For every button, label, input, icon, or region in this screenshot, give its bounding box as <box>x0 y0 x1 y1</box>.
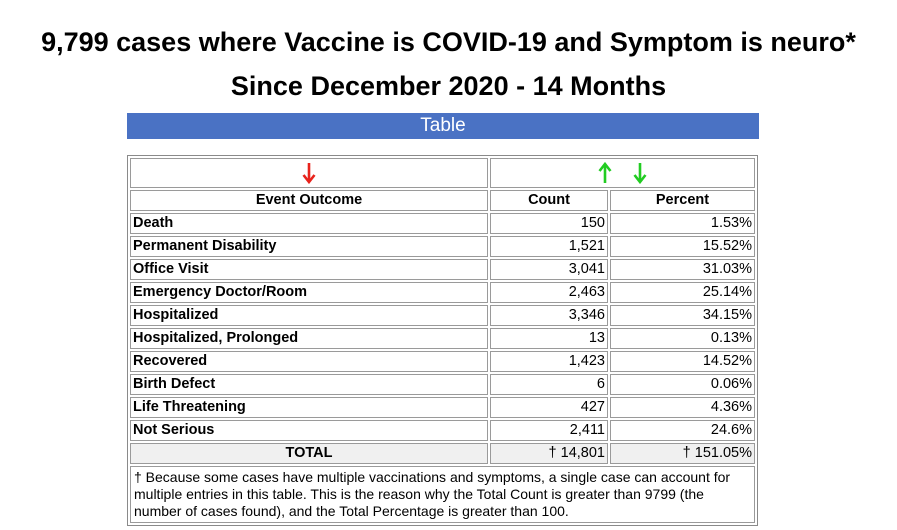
page-title: 9,799 cases where Vaccine is COVID-19 an… <box>41 27 856 57</box>
outcome-cell: Recovered <box>130 351 488 372</box>
percent-cell: 31.03% <box>610 259 755 280</box>
count-cell: 1,521 <box>490 236 608 257</box>
table-row: Hospitalized 3,346 34.15% <box>130 305 755 326</box>
count-cell: 13 <box>490 328 608 349</box>
outcome-cell: Hospitalized, Prolonged <box>130 328 488 349</box>
count-sort-cell <box>490 158 755 188</box>
outcome-cell: Emergency Doctor/Room <box>130 282 488 303</box>
table-row: Birth Defect 6 0.06% <box>130 374 755 395</box>
header-row: Event Outcome Count Percent <box>130 190 755 211</box>
count-cell: 2,411 <box>490 420 608 441</box>
percent-cell: 0.06% <box>610 374 755 395</box>
header-percent[interactable]: Percent <box>610 190 755 211</box>
outcome-cell: Life Threatening <box>130 397 488 418</box>
sort-up-green-icon[interactable] <box>598 162 612 184</box>
outcome-cell: Not Serious <box>130 420 488 441</box>
table-row: Hospitalized, Prolonged 13 0.13% <box>130 328 755 349</box>
sort-row <box>130 158 755 188</box>
outcome-cell: Death <box>130 213 488 234</box>
percent-cell: 1.53% <box>610 213 755 234</box>
table-banner: Table <box>127 113 759 139</box>
percent-cell: 25.14% <box>610 282 755 303</box>
percent-cell: 24.6% <box>610 420 755 441</box>
sort-down-red-icon[interactable] <box>302 162 316 184</box>
page-subtitle: Since December 2020 - 14 Months <box>230 71 667 101</box>
total-count: † 14,801 <box>490 443 608 464</box>
total-row: TOTAL † 14,801 † 151.05% <box>130 443 755 464</box>
count-cell: 3,346 <box>490 305 608 326</box>
count-cell: 3,041 <box>490 259 608 280</box>
percent-cell: 34.15% <box>610 305 755 326</box>
count-cell: 1,423 <box>490 351 608 372</box>
count-cell: 2,463 <box>490 282 608 303</box>
total-label: TOTAL <box>130 443 488 464</box>
event-outcome-table: Event Outcome Count Percent Death 150 1.… <box>127 155 758 526</box>
table-row: Office Visit 3,041 31.03% <box>130 259 755 280</box>
percent-cell: 4.36% <box>610 397 755 418</box>
table-row: Recovered 1,423 14.52% <box>130 351 755 372</box>
table-row: Death 150 1.53% <box>130 213 755 234</box>
count-cell: 6 <box>490 374 608 395</box>
outcome-cell: Permanent Disability <box>130 236 488 257</box>
sort-down-green-icon[interactable] <box>633 162 647 184</box>
percent-cell: 14.52% <box>610 351 755 372</box>
header-count[interactable]: Count <box>490 190 608 211</box>
outcome-cell: Hospitalized <box>130 305 488 326</box>
outcome-cell: Birth Defect <box>130 374 488 395</box>
outcome-sort-cell <box>130 158 488 188</box>
total-percent: † 151.05% <box>610 443 755 464</box>
footnote: † Because some cases have multiple vacci… <box>130 466 755 523</box>
percent-cell: 0.13% <box>610 328 755 349</box>
table-row: Permanent Disability 1,521 15.52% <box>130 236 755 257</box>
count-cell: 150 <box>490 213 608 234</box>
count-cell: 427 <box>490 397 608 418</box>
outcome-cell: Office Visit <box>130 259 488 280</box>
table-row: Life Threatening 427 4.36% <box>130 397 755 418</box>
header-event-outcome[interactable]: Event Outcome <box>130 190 488 211</box>
table-row: Emergency Doctor/Room 2,463 25.14% <box>130 282 755 303</box>
percent-cell: 15.52% <box>610 236 755 257</box>
footnote-row: † Because some cases have multiple vacci… <box>130 466 755 523</box>
table-row: Not Serious 2,411 24.6% <box>130 420 755 441</box>
